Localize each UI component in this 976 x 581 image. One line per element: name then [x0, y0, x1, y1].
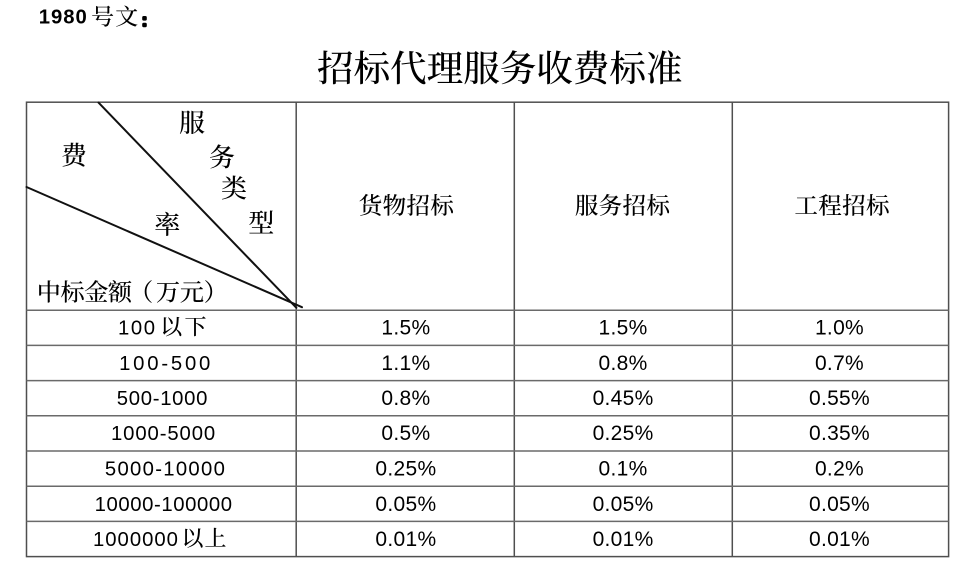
svg-text:0.01%: 0.01% [809, 528, 870, 551]
svg-text:1.0%: 1.0% [815, 317, 864, 340]
svg-text:0.01%: 0.01% [375, 528, 436, 551]
svg-text:0.05%: 0.05% [809, 493, 870, 516]
svg-text:100: 100 [118, 318, 157, 340]
svg-text:0.2%: 0.2% [815, 458, 864, 481]
svg-text:0.45%: 0.45% [593, 387, 654, 410]
svg-text:0.25%: 0.25% [593, 422, 654, 445]
svg-text:1.1%: 1.1% [381, 352, 430, 375]
svg-text:500-1000: 500-1000 [117, 388, 208, 410]
svg-text:5000-10000: 5000-10000 [105, 459, 226, 481]
svg-text:0.25%: 0.25% [375, 458, 436, 481]
svg-text:100-500: 100-500 [119, 353, 213, 375]
svg-text:0.55%: 0.55% [809, 387, 870, 410]
svg-text:0.8%: 0.8% [599, 352, 648, 375]
svg-text:0.7%: 0.7% [815, 352, 864, 375]
svg-text:10000-100000: 10000-100000 [95, 494, 233, 516]
svg-text:1.5%: 1.5% [381, 317, 430, 340]
svg-text:1000000: 1000000 [93, 529, 179, 551]
svg-text:1980: 1980 [39, 7, 88, 29]
svg-text:1.5%: 1.5% [599, 317, 648, 340]
svg-text:0.1%: 0.1% [599, 458, 648, 481]
svg-text:0.01%: 0.01% [593, 528, 654, 551]
svg-text:0.05%: 0.05% [375, 493, 436, 516]
svg-text:0.8%: 0.8% [381, 387, 430, 410]
svg-text:0.05%: 0.05% [593, 493, 654, 516]
svg-text:1000-5000: 1000-5000 [111, 423, 216, 445]
svg-text:0.35%: 0.35% [809, 422, 870, 445]
svg-text:0.5%: 0.5% [381, 422, 430, 445]
